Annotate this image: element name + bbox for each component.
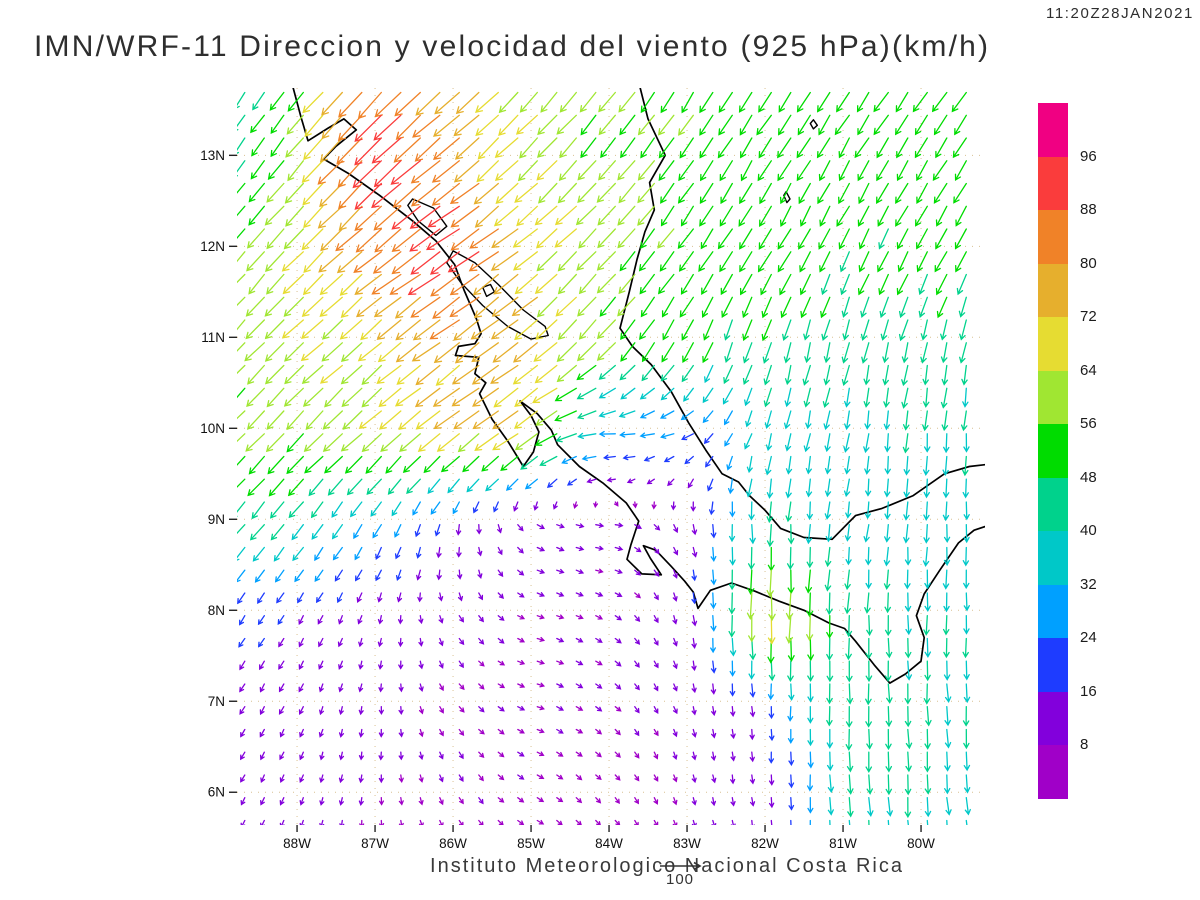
island-outline (783, 191, 791, 204)
lake-outline (407, 198, 448, 237)
lon-tick-label: 81W (829, 836, 857, 851)
coastline-path (619, 88, 985, 541)
wind-arrows (237, 91, 814, 645)
colorbar-tick-label: 40 (1080, 522, 1097, 540)
colorbar-legend: 8 16 24 32 40 48 56 64 72 80 88 96 (1038, 103, 1097, 799)
colorbar-tick-label: 88 (1080, 201, 1097, 219)
wind-arrows (281, 91, 776, 645)
lon-tick-label: 85W (517, 836, 545, 851)
lat-tick-label: 6N (208, 785, 225, 800)
colorbar-segment (1038, 210, 1068, 264)
colorbar-segment (1038, 638, 1068, 692)
colorbar-tick-label: 16 (1080, 682, 1097, 700)
wind-arrows (359, 501, 678, 825)
chart-title: IMN/WRF-11 Direccion y velocidad del vie… (34, 30, 991, 63)
lon-tick-label: 82W (751, 836, 779, 851)
colorbar-segment (1038, 691, 1068, 746)
colorbar-segment (1038, 745, 1068, 799)
wind-arrows (237, 91, 970, 825)
wind-arrows (317, 91, 538, 430)
wind-arrows (237, 364, 971, 825)
colorbar-tick-label: 32 (1080, 575, 1097, 593)
wind-arrows (237, 91, 967, 664)
lake-outline (446, 250, 549, 340)
lon-tick-label: 83W (673, 836, 701, 851)
colorbar-tick-label: 80 (1080, 254, 1097, 272)
lat-tick-label: 10N (200, 421, 225, 436)
colorbar-segment (1038, 317, 1068, 371)
reference-vector-label: 100 (666, 871, 694, 888)
lat-tick-label: 11N (201, 330, 225, 345)
valid-timestamp: 11:20Z28JAN2021 (1046, 5, 1194, 22)
lat-tick-label: 13N (200, 148, 225, 163)
wind-vector-layer (237, 91, 971, 825)
lon-tick-label: 88W (283, 836, 311, 851)
colorbar-tick-label: 24 (1080, 629, 1097, 647)
colorbar-tick-label: 72 (1080, 308, 1097, 326)
lon-tick-label: 87W (361, 836, 389, 851)
colorbar-tick-label: 56 (1080, 415, 1097, 433)
colorbar-segment (1038, 103, 1068, 157)
wind-arrows (237, 410, 814, 825)
colorbar-segment (1038, 156, 1068, 211)
colorbar-tick-label: 96 (1080, 147, 1097, 165)
wind-arrows (352, 114, 480, 296)
colorbar-segments (1038, 103, 1068, 799)
axis-layer: 13N 12N 11N 10N 9N 8N 7N 6N 88W 87W 86W 85W 84W 83W 82… (200, 148, 935, 851)
lon-tick-label: 80W (907, 836, 935, 851)
wind-arrows (239, 477, 775, 825)
colorbar-segment (1038, 263, 1068, 318)
coastline-layer (292, 88, 985, 684)
colorbar-segment (1038, 584, 1068, 639)
wind-arrows (317, 91, 499, 340)
lon-tick-label: 86W (439, 836, 467, 851)
colorbar-tick-label: 48 (1080, 468, 1097, 486)
colorbar-segment (1038, 477, 1068, 532)
lat-tick-label: 9N (208, 512, 225, 527)
lat-tick-label: 8N (208, 603, 225, 618)
reference-vector-arrow (660, 861, 702, 871)
reference-vector: 100 (660, 861, 702, 888)
island-outline (809, 119, 818, 130)
lon-tick-label: 84W (595, 836, 623, 851)
colorbar-tick-label: 8 (1080, 736, 1089, 754)
lat-tick-label: 7N (208, 694, 225, 709)
wind-arrows (237, 433, 795, 825)
lat-tick-label: 12N (200, 239, 225, 254)
coastline-path (292, 88, 985, 684)
colorbar-segment (1038, 370, 1068, 425)
colorbar-tick-label: 64 (1080, 361, 1097, 379)
colorbar-segment (1038, 424, 1068, 478)
colorbar-segment (1038, 531, 1068, 585)
